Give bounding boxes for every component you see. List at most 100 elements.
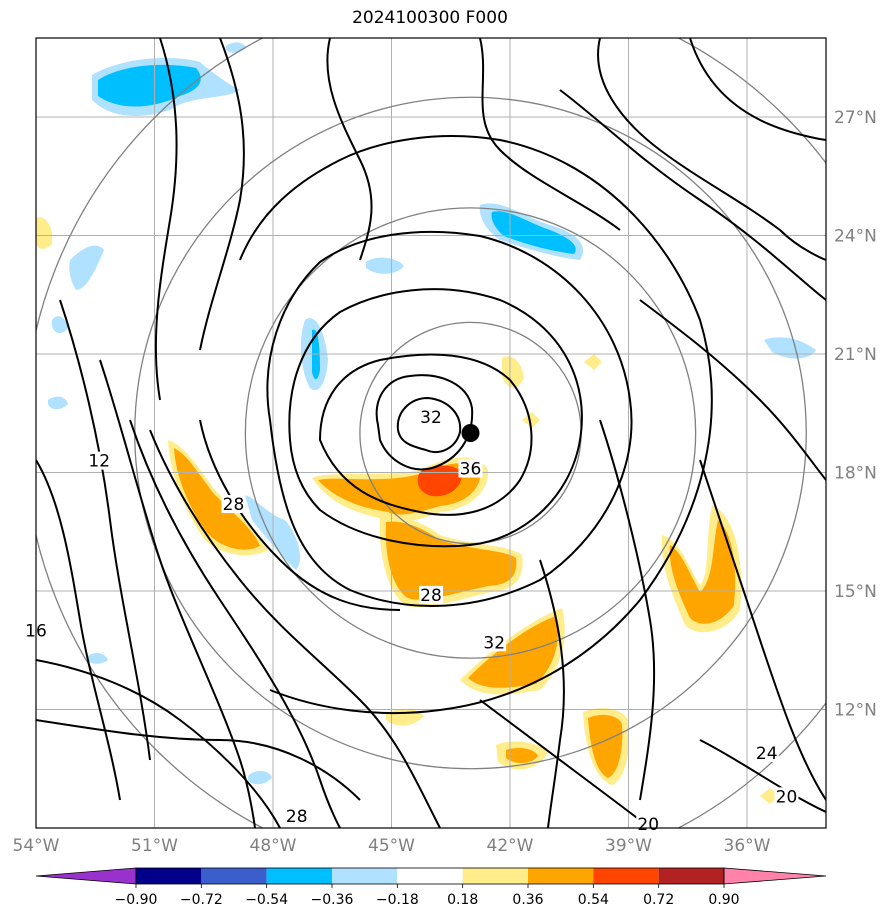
positive-field-area <box>385 521 517 600</box>
contour-line <box>539 559 565 828</box>
colorbar-segment <box>266 868 332 884</box>
contour-label: 12 <box>88 452 110 472</box>
range-ring <box>244 207 697 659</box>
contour-line <box>36 719 361 801</box>
colorbar-segment <box>201 868 267 884</box>
contour-line <box>239 135 713 715</box>
contour-line <box>154 38 178 401</box>
negative-field-area <box>88 653 108 664</box>
contour-line <box>199 38 245 351</box>
storm-center-marker <box>461 424 480 442</box>
colorbar-segment <box>397 868 463 884</box>
negative-field-area <box>764 337 816 359</box>
negative-field-area <box>69 245 104 290</box>
positive-field-area <box>417 465 462 497</box>
colorbar-tick-label: 0.90 <box>708 892 739 908</box>
contour-label-bg <box>284 807 309 826</box>
positive-field-area <box>36 217 53 249</box>
colorbar-tick-label: −0.72 <box>180 892 223 908</box>
contour-line <box>149 429 441 828</box>
lon-tick-label: 39°W <box>605 836 652 856</box>
contour-label-bg <box>458 459 483 478</box>
contour-label: 20 <box>637 815 659 835</box>
colorbar-outline <box>135 867 725 885</box>
contour-line <box>129 419 341 828</box>
colorbar-tick-label: −0.18 <box>376 892 419 908</box>
lon-tick-label: 54°W <box>13 836 60 856</box>
contour-line <box>559 89 826 301</box>
positive-field-area <box>468 616 558 688</box>
contour-label-bg <box>754 743 779 762</box>
contour-line <box>699 459 826 801</box>
negative-field-area <box>52 316 68 334</box>
positive-field-area <box>588 714 623 778</box>
contour-label-bg <box>419 585 443 604</box>
lon-tick-label: 42°W <box>487 836 534 856</box>
contour-line <box>479 38 621 231</box>
colorbar-segment <box>658 868 724 884</box>
colorbar-segment <box>462 868 528 884</box>
negative-field-area <box>248 770 272 785</box>
shaded-field-layer <box>36 42 816 804</box>
longitude-labels: 54°W 51°W 48°W 45°W 42°W 39°W 36°W <box>13 836 771 856</box>
map-frame <box>35 37 827 829</box>
contour-line <box>689 38 826 141</box>
contour-line <box>326 38 373 261</box>
colorbar-tick-label: 0.54 <box>578 892 609 908</box>
latitude-labels: 12°N 15°N 18°N 21°N 24°N 27°N <box>834 108 877 721</box>
lat-tick-label: 27°N <box>834 108 877 128</box>
contour-line <box>599 419 656 801</box>
colorbar-segment <box>528 868 594 884</box>
contour-label: 28 <box>286 807 308 827</box>
lon-tick-label: 51°W <box>131 836 178 856</box>
negative-field-area <box>48 396 68 410</box>
colorbar-tick-label: 0.36 <box>512 892 543 908</box>
positive-field-area <box>584 354 602 370</box>
contour-label-bg <box>419 408 443 427</box>
negative-field-area <box>226 42 246 53</box>
contour-line <box>99 359 256 828</box>
lon-tick-label: 36°W <box>724 836 771 856</box>
positive-field-area <box>522 412 540 428</box>
contour-lines <box>36 38 826 828</box>
lon-tick-label: 48°W <box>250 836 297 856</box>
contour-line <box>36 659 281 828</box>
contour-line <box>199 419 401 611</box>
negative-field-area <box>98 64 201 107</box>
lat-tick-label: 18°N <box>834 464 877 484</box>
lat-tick-label: 24°N <box>834 227 877 247</box>
contour-label: 28 <box>420 586 442 606</box>
contour-label-bg <box>221 495 246 514</box>
contour-line <box>59 299 151 761</box>
contour-line <box>479 699 651 828</box>
colorbar-segment <box>332 868 398 884</box>
colorbar: −0.90 −0.72 −0.54 −0.36 −0.18 0.18 0.36 0.54 0.7… <box>35 867 827 908</box>
contour-line <box>288 288 583 548</box>
contour-label: 32 <box>420 408 442 428</box>
positive-field-area <box>669 520 736 624</box>
contour-line <box>375 374 474 471</box>
contour-line <box>319 353 533 516</box>
positive-field-area <box>506 748 538 764</box>
contour-line <box>639 299 826 481</box>
lat-tick-label: 21°N <box>834 345 877 365</box>
contour-label: 20 <box>776 787 798 807</box>
colorbar-tick-label: 0.72 <box>643 892 674 908</box>
contour-label: 28 <box>223 495 245 515</box>
colorbar-tick-label: −0.36 <box>311 892 354 908</box>
contour-line <box>597 38 826 261</box>
contour-label: 36 <box>460 460 482 480</box>
negative-field-area <box>366 257 404 274</box>
contour-label-bg <box>87 451 112 470</box>
colorbar-segment <box>136 868 202 884</box>
contour-label-bg <box>774 787 799 806</box>
contour-line <box>396 397 462 453</box>
lon-tick-label: 45°W <box>368 836 415 856</box>
contour-line <box>266 230 633 607</box>
colorbar-tick-label: −0.54 <box>245 892 288 908</box>
lat-tick-label: 12°N <box>834 701 877 721</box>
positive-field-area <box>502 356 524 388</box>
colorbar-extend-high <box>723 867 827 885</box>
negative-field-area <box>491 211 576 254</box>
